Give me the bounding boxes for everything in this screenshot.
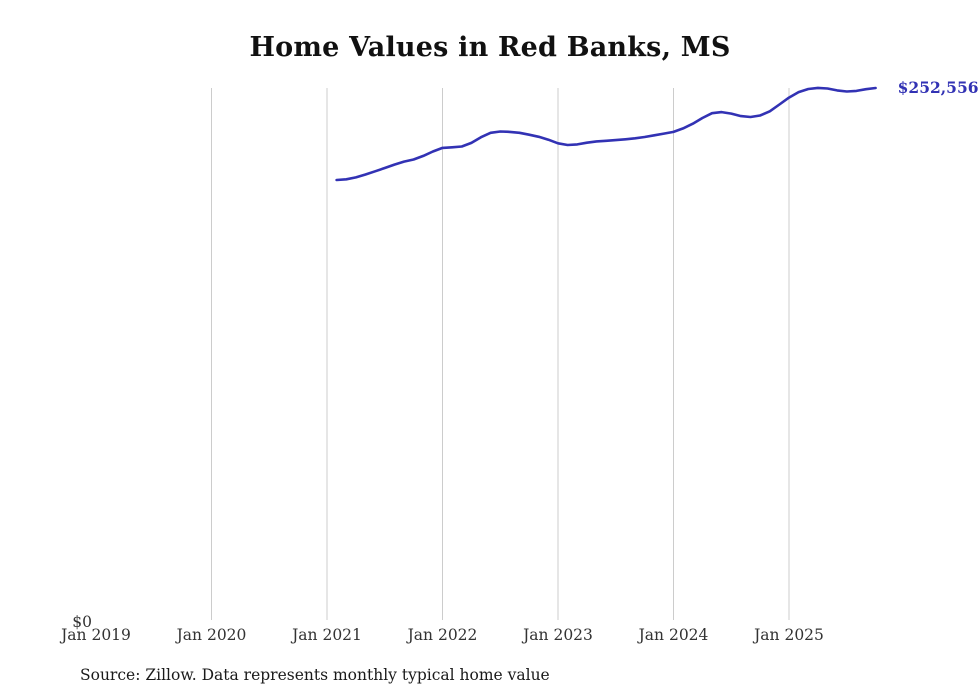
- series-line: [335, 86, 877, 182]
- x-tick-label: Jan 2020: [175, 626, 247, 644]
- x-tick-label: Jan 2023: [521, 626, 593, 644]
- x-tick-label: Jan 2022: [406, 626, 478, 644]
- source-note: Source: Zillow. Data represents monthly …: [80, 666, 550, 684]
- end-value-label: $252,556: [898, 78, 979, 97]
- x-tick-label: Jan 2024: [637, 626, 709, 644]
- y-zero-label: $0: [72, 613, 92, 631]
- x-tick-label: Jan 2025: [752, 626, 824, 644]
- chart-title: Home Values in Red Banks, MS: [249, 32, 731, 63]
- x-tick-label: Jan 2021: [290, 626, 362, 644]
- x-tick-label: Jan 2019: [59, 626, 131, 644]
